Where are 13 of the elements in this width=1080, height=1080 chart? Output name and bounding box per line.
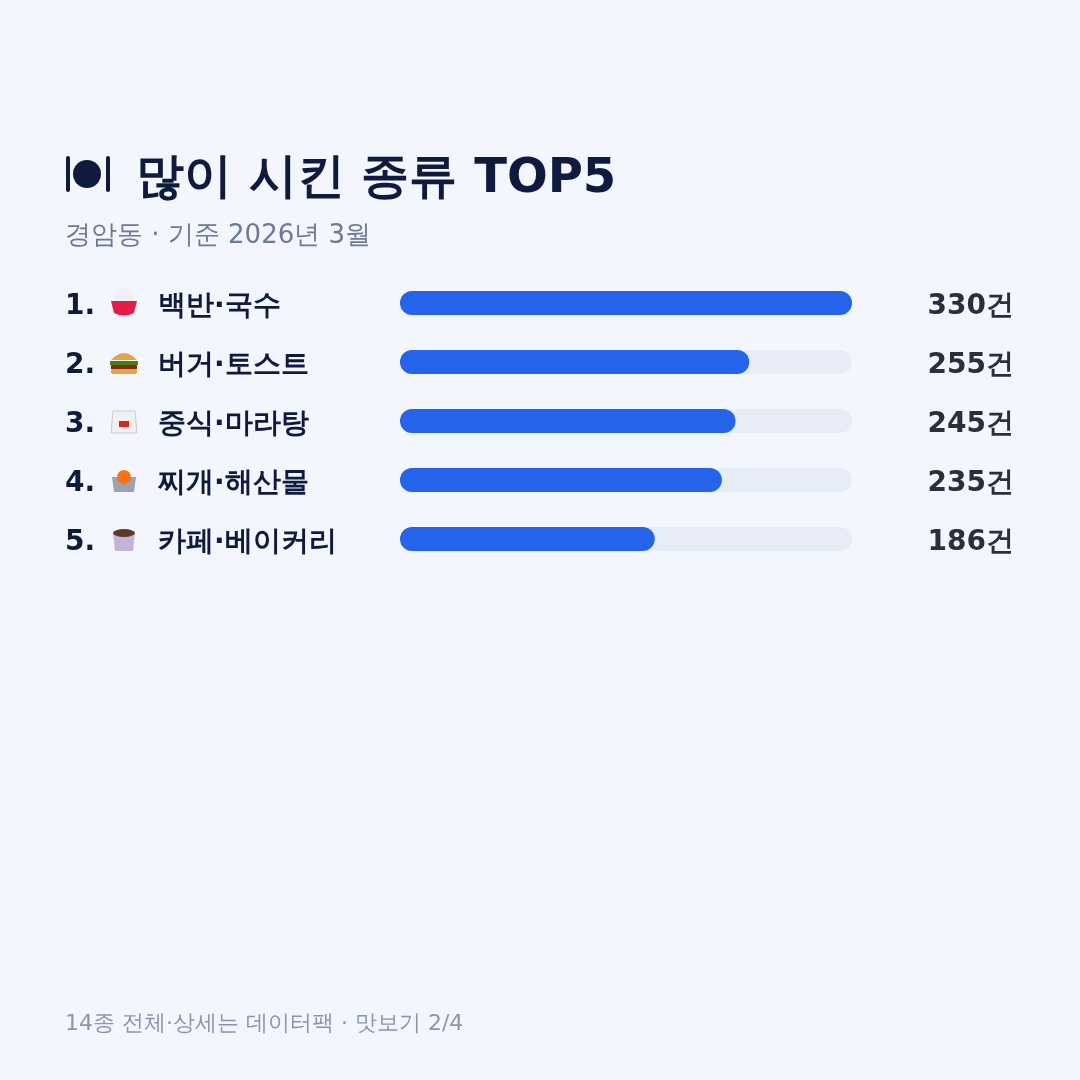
data-label: 330건 (927, 288, 1014, 321)
category-label: 1. 백반·국수 (65, 288, 281, 321)
chart-title: 많이 시킨 종류 TOP5 (136, 147, 617, 203)
category-label: 3. 중식·마라탕 (65, 406, 309, 439)
data-label: 235건 (927, 465, 1014, 498)
category-label: 5. 카페·베이커리 (65, 524, 337, 557)
data-label: 245건 (927, 406, 1014, 439)
chart-subtitle: 경암동 · 기준 2026년 3월 (65, 219, 372, 249)
data-label: 255건 (927, 347, 1014, 380)
category-label: 2. 버거·토스트 (65, 347, 309, 380)
text: 14종 전체·상세는 데이터팩 · 맛보기 2/4 (65, 1010, 464, 1035)
category-label: 4. 찌개·해산물 (65, 465, 309, 498)
data-label: 186건 (927, 524, 1014, 557)
